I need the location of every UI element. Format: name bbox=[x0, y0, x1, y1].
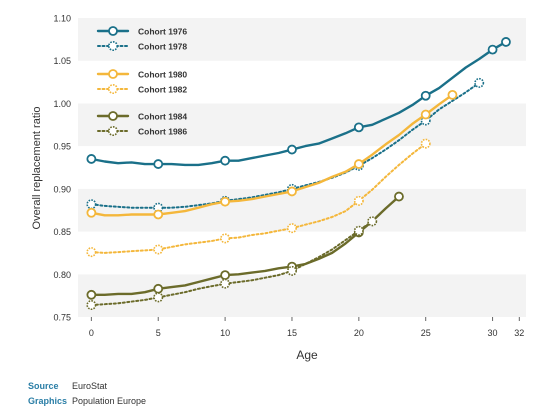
x-tick-label: 15 bbox=[287, 328, 297, 338]
data-point bbox=[353, 159, 364, 169]
data-point bbox=[220, 270, 231, 281]
y-tick-label: 0.85 bbox=[53, 227, 71, 237]
x-tick-label: 5 bbox=[156, 328, 161, 338]
data-point bbox=[220, 233, 231, 244]
y-axis-ticks: 0.75 0.80 0.85 0.90 0.95 1.00 1.05 1.10 bbox=[53, 14, 71, 323]
series-cohort-1980 bbox=[86, 89, 458, 220]
data-point bbox=[220, 278, 231, 289]
source-value: EuroStat bbox=[72, 381, 108, 391]
grid-band bbox=[78, 146, 526, 189]
data-point bbox=[420, 138, 431, 149]
y-tick-label: 1.05 bbox=[53, 56, 71, 66]
x-tick-label: 10 bbox=[220, 328, 230, 338]
data-point bbox=[153, 292, 164, 303]
x-tick-label: 25 bbox=[421, 328, 431, 338]
legend: Cohort 1976 Cohort 1978 Cohort 1980 Cohort … bbox=[96, 26, 187, 137]
y-axis-label: Overall replacement ratio bbox=[31, 107, 43, 230]
y-tick-label: 0.95 bbox=[53, 142, 71, 152]
data-point bbox=[153, 244, 164, 255]
y-tick-label: 0.90 bbox=[53, 184, 71, 194]
data-point bbox=[447, 89, 458, 100]
data-point bbox=[86, 300, 97, 311]
data-point bbox=[286, 265, 297, 276]
data-point bbox=[487, 44, 498, 55]
series-cohort-1986 bbox=[86, 216, 378, 311]
data-point bbox=[474, 77, 485, 88]
data-point bbox=[394, 191, 404, 202]
series-group bbox=[86, 37, 511, 311]
graphics-value: Population Europe bbox=[72, 396, 147, 406]
legend-label: Cohort 1976 bbox=[138, 27, 187, 37]
legend-label: Cohort 1984 bbox=[138, 112, 187, 122]
data-point bbox=[86, 207, 97, 218]
grid-band bbox=[78, 188, 526, 232]
data-point bbox=[353, 225, 364, 236]
legend-swatch-marker bbox=[108, 126, 119, 137]
grid-bands bbox=[78, 18, 526, 317]
data-point bbox=[86, 199, 97, 210]
series-line bbox=[90, 142, 427, 254]
legend-label: Cohort 1982 bbox=[138, 85, 187, 95]
data-point bbox=[153, 283, 164, 294]
graphics-key: Graphics bbox=[28, 396, 68, 406]
y-tick-label: 1.10 bbox=[53, 14, 71, 24]
series-line bbox=[90, 195, 401, 296]
series-line bbox=[90, 220, 374, 306]
data-point bbox=[420, 109, 431, 120]
legend-label: Cohort 1980 bbox=[138, 70, 187, 80]
y-tick-label: 0.80 bbox=[53, 270, 71, 280]
x-tick-label: 32 bbox=[514, 328, 524, 338]
data-point bbox=[287, 144, 297, 155]
y-tick-label: 1.00 bbox=[53, 99, 71, 109]
grid-band bbox=[78, 103, 526, 147]
data-point bbox=[153, 209, 164, 220]
legend-label: Cohort 1978 bbox=[138, 42, 187, 52]
legend-swatch-marker bbox=[108, 111, 118, 121]
y-tick-label: 0.75 bbox=[53, 313, 71, 323]
data-point bbox=[86, 154, 97, 164]
x-tick-label: 0 bbox=[89, 328, 94, 338]
source-line: Source EuroStat bbox=[28, 381, 107, 391]
data-point bbox=[286, 223, 297, 234]
series-cohort-1976 bbox=[86, 37, 511, 169]
series-cohort-1982 bbox=[86, 138, 431, 258]
data-point bbox=[153, 159, 164, 169]
legend-swatch-marker bbox=[108, 69, 118, 79]
data-point bbox=[86, 247, 97, 258]
x-tick-label: 30 bbox=[488, 328, 498, 338]
data-point bbox=[353, 122, 364, 133]
data-point bbox=[353, 195, 364, 206]
x-axis-ticks: 0 5 10 15 20 25 30 32 bbox=[89, 317, 524, 338]
x-axis-label: Age bbox=[296, 348, 318, 362]
graphics-line: Graphics Population Europe bbox=[28, 396, 146, 406]
source-key: Source bbox=[28, 381, 59, 391]
data-point bbox=[420, 90, 431, 101]
grid-band bbox=[78, 274, 526, 317]
data-point bbox=[220, 196, 231, 207]
series-line bbox=[90, 93, 454, 217]
grid-band bbox=[78, 60, 526, 104]
data-point bbox=[367, 216, 378, 227]
legend-swatch-marker bbox=[108, 26, 118, 36]
legend-label: Cohort 1986 bbox=[138, 127, 187, 137]
legend-swatch-marker bbox=[108, 84, 119, 95]
x-tick-label: 20 bbox=[354, 328, 364, 338]
data-point bbox=[86, 289, 97, 300]
data-point bbox=[501, 37, 511, 47]
grid-band bbox=[78, 18, 526, 61]
grid-band bbox=[78, 231, 526, 275]
data-point bbox=[287, 186, 297, 197]
data-point bbox=[220, 155, 231, 166]
legend-swatch-marker bbox=[108, 40, 119, 51]
